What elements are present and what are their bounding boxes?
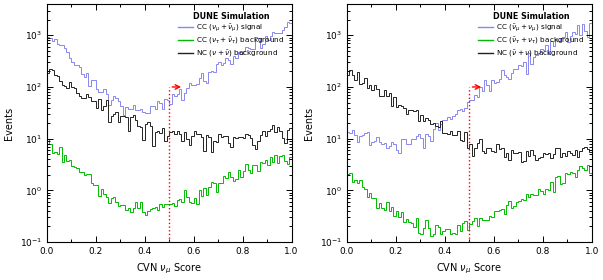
Y-axis label: Events: Events (305, 106, 314, 140)
Legend: CC ($\nu_{\mu} + \bar{\nu}_{\mu}$) signal, CC ($\nu_{\tau} + \bar{\nu}_{\tau}$) : CC ($\nu_{\mu} + \bar{\nu}_{\mu}$) signa… (177, 10, 285, 60)
X-axis label: CVN $\nu_{\mu}$ Score: CVN $\nu_{\mu}$ Score (136, 262, 202, 276)
Legend: CC ($\bar{\nu}_{\mu} + \nu_{\mu}$) signal, CC ($\bar{\nu}_{\tau} + \nu_{\tau}$) : CC ($\bar{\nu}_{\mu} + \nu_{\mu}$) signa… (477, 10, 586, 60)
X-axis label: CVN $\nu_{\mu}$ Score: CVN $\nu_{\mu}$ Score (437, 262, 502, 276)
Y-axis label: Events: Events (4, 106, 14, 140)
